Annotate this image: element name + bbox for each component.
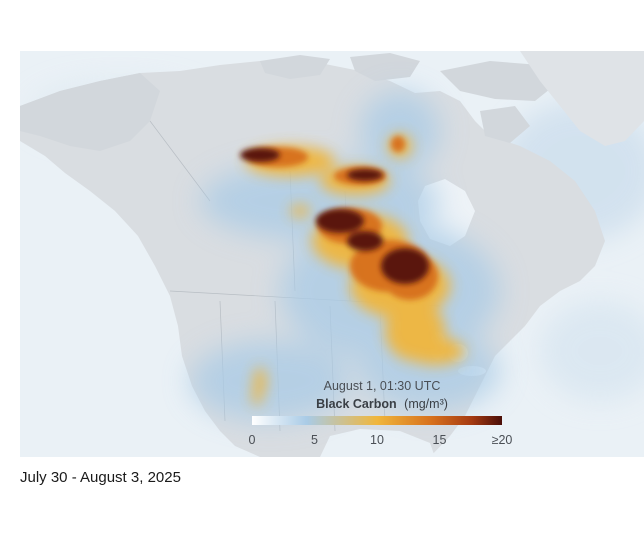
- greenland: [520, 51, 644, 146]
- legend-ticks: 0 5 10 15 ≥20: [249, 433, 513, 447]
- arctic-islands: [260, 53, 560, 143]
- black-carbon-map: August 1, 01:30 UTC Black Carbon (mg/m³)…: [20, 51, 644, 457]
- gulf-of-mexico: [320, 429, 435, 457]
- legend-units: (mg/m³): [404, 397, 448, 411]
- legend-tick-label: 15: [433, 433, 447, 447]
- map-caption: July 30 - August 3, 2025: [20, 469, 181, 486]
- legend-tick-label: ≥20: [492, 433, 513, 447]
- legend-title: Black Carbon (mg/m³): [316, 397, 448, 411]
- map-legend: August 1, 01:30 UTC Black Carbon (mg/m³)…: [249, 379, 513, 447]
- map-timestamp: August 1, 01:30 UTC: [324, 379, 441, 393]
- legend-tick-label: 10: [370, 433, 384, 447]
- smoke-peak-concentration: [240, 148, 429, 284]
- legend-color-bar: [252, 416, 502, 425]
- alaska-region: [20, 73, 160, 151]
- legend-tick-label: 5: [311, 433, 318, 447]
- legend-tick-label: 0: [249, 433, 256, 447]
- legend-variable-name: Black Carbon: [316, 397, 397, 411]
